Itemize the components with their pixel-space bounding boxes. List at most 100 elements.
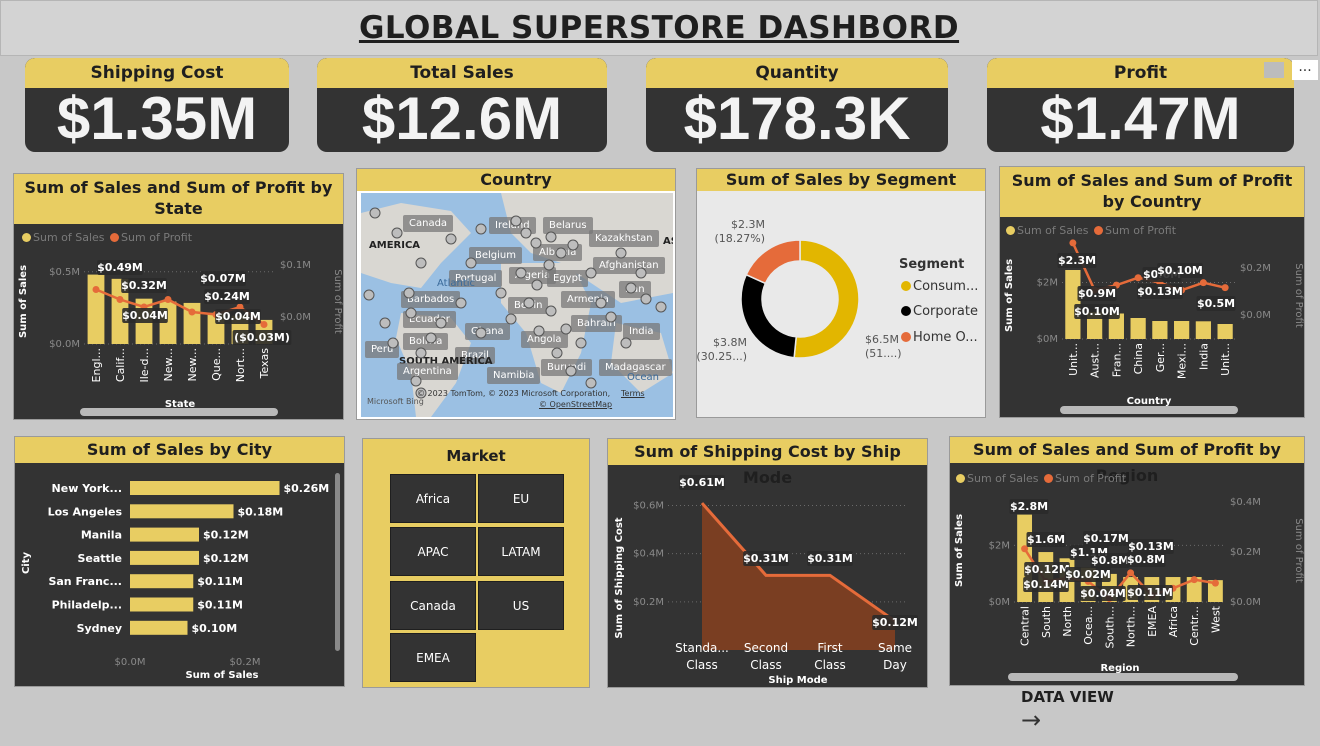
map-osm-link[interactable]: © OpenStreetMap: [539, 400, 612, 409]
chart-segment[interactable]: Sum of Sales by Segment $6.5M (51....) $3.…: [696, 168, 986, 418]
country-chart-svg: $0M $2M $0.0M $0.2M Unit... Aust... Fran... Chi…: [1000, 222, 1304, 417]
map-point-44: [380, 318, 390, 328]
y-tick-label: $0.6M: [633, 500, 664, 511]
map-point-5: [406, 308, 416, 318]
data-label-6: $0.10M: [192, 622, 238, 635]
map-point-24: [606, 312, 616, 322]
more-options-icon[interactable]: ...: [1292, 60, 1318, 80]
map-point-4: [364, 290, 374, 300]
world-map[interactable]: CanadaIrelandBelarusAMERICABelgiumAlbani…: [361, 193, 673, 417]
market-emea-button[interactable]: EMEA: [390, 633, 476, 682]
map-point-6: [426, 333, 436, 343]
profit-point-5: [1127, 569, 1134, 576]
y-tick-label: $2M: [1037, 277, 1058, 288]
horizontal-scrollbar[interactable]: [1008, 673, 1238, 681]
y2-tick-label: $0.1M: [280, 260, 311, 271]
chart-region[interactable]: Sum of Sales and Sum of Profit by Region…: [949, 436, 1305, 686]
slice-percent-label: (51....): [865, 347, 902, 360]
kpi-profit[interactable]: Profit $1.47M: [987, 58, 1294, 152]
kpi-shipping-cost[interactable]: Shipping Cost $1.35M: [25, 58, 289, 152]
data-label-1: $1.6M: [1027, 533, 1065, 546]
x-tick-label: Africa: [1167, 606, 1180, 637]
map-point-30: [496, 288, 506, 298]
map-terms-link[interactable]: Terms: [621, 389, 645, 398]
y-tick-label: Los Angeles: [48, 505, 123, 518]
x-tick-label: Texas: [258, 348, 271, 380]
kpi-quantity[interactable]: Quantity $178.3K: [646, 58, 948, 152]
x-tick-label: EMEA: [1146, 606, 1159, 637]
x-tick-label: North: [1061, 606, 1074, 637]
map-point-15: [556, 248, 566, 258]
profit-point-9: [1212, 580, 1219, 587]
data-label-3: $0.12M: [872, 616, 918, 629]
map-point-33: [552, 348, 562, 358]
map-point-36: [621, 338, 631, 348]
horizontal-scrollbar[interactable]: [80, 408, 278, 416]
chart-state[interactable]: Sum of Sales and Sum of Profit by State …: [13, 173, 344, 420]
map-point-18: [532, 280, 542, 290]
slice-value-label: $3.8M: [713, 336, 747, 349]
y2-axis-title: Sum of Profit: [1293, 263, 1304, 328]
y-tick-label: Sydney: [77, 622, 122, 635]
chart-shipmode[interactable]: Sum of Shipping Cost by Ship Mode $0.2M $…: [607, 438, 928, 688]
y-tick-label: Manila: [81, 529, 122, 542]
bing-logo: Microsoft Bing: [367, 397, 424, 406]
map-country[interactable]: Country Canada Ireland Belarus AMERICA Belgi…: [356, 168, 676, 420]
profit-point-3: [1135, 274, 1142, 281]
map-point-11: [511, 216, 521, 226]
y-tick-label: $0.2M: [633, 597, 664, 608]
x-tick-label: Ocea...: [1082, 606, 1095, 645]
x-tick-label: New...: [186, 348, 199, 381]
profit-point-8: [1191, 576, 1198, 583]
map-point-34: [566, 366, 576, 376]
y2-tick-label: $0.0M: [1240, 310, 1271, 321]
kpi-value: $1.47M: [987, 88, 1294, 150]
data-label-3: $0.07M: [200, 272, 246, 285]
market-us-button[interactable]: US: [478, 581, 564, 630]
y-axis-title: Sum of Sales: [1004, 259, 1015, 332]
map-point-39: [456, 298, 466, 308]
map-point-1: [392, 228, 402, 238]
bar-2: [130, 528, 199, 542]
chart-country[interactable]: Sum of Sales and Sum of Profit by Countr…: [999, 166, 1305, 418]
x-tick-label: Ger...: [1154, 343, 1167, 372]
data-view-link[interactable]: DATA VIEW →: [1021, 688, 1114, 734]
map-point-13: [531, 238, 541, 248]
y-axis-title: Sum of Shipping Cost: [614, 517, 625, 638]
x-tick-label: Engl...: [90, 348, 103, 382]
y-tick-label: $2M: [989, 540, 1010, 551]
y2-tick-label: $0.0M: [1230, 597, 1261, 608]
x-tick-label: Second: [744, 641, 788, 655]
data-label-0: $2.8M: [1010, 500, 1048, 513]
arrow-right-icon[interactable]: →: [1021, 706, 1114, 734]
slice-value-label: $2.3M: [731, 218, 765, 231]
page-title: GLOBAL SUPERSTORE DASHBORD: [359, 10, 959, 46]
data-view-label: DATA VIEW: [1021, 688, 1114, 706]
y2-tick-label: $0.2M: [1230, 547, 1261, 558]
profit-point-1: [117, 296, 124, 303]
chart-city[interactable]: Sum of Sales by City New York... $0.26M Lo…: [14, 436, 345, 687]
market-latam-button[interactable]: LATAM: [478, 527, 564, 576]
market-canada-button[interactable]: Canada: [390, 581, 476, 630]
y-tick-label: $0.0M: [49, 339, 80, 350]
map-point-17: [544, 260, 554, 270]
legend-item-consumer: Consum...: [901, 279, 978, 294]
map-point-35: [586, 378, 596, 388]
market-africa-button[interactable]: Africa: [390, 474, 476, 523]
market-eu-button[interactable]: EU: [478, 474, 564, 523]
profit-point-4: [189, 309, 196, 316]
market-apac-button[interactable]: APAC: [390, 527, 476, 576]
map-point-38: [466, 258, 476, 268]
map-point-41: [436, 318, 446, 328]
profit-point-7: [1222, 284, 1229, 291]
kpi-label: Shipping Cost: [25, 58, 289, 88]
vertical-scrollbar[interactable]: [335, 473, 340, 651]
bar-5: [1174, 321, 1189, 339]
bar-4: [130, 574, 193, 588]
data-label-1: $0.18M: [238, 505, 284, 518]
kpi-total-sales[interactable]: Total Sales $12.6M: [317, 58, 607, 152]
horizontal-scrollbar[interactable]: [1060, 406, 1238, 414]
focus-mode-icon[interactable]: [1264, 62, 1284, 78]
data-label-0: $0.61M: [679, 476, 725, 489]
map-point-3: [404, 288, 414, 298]
